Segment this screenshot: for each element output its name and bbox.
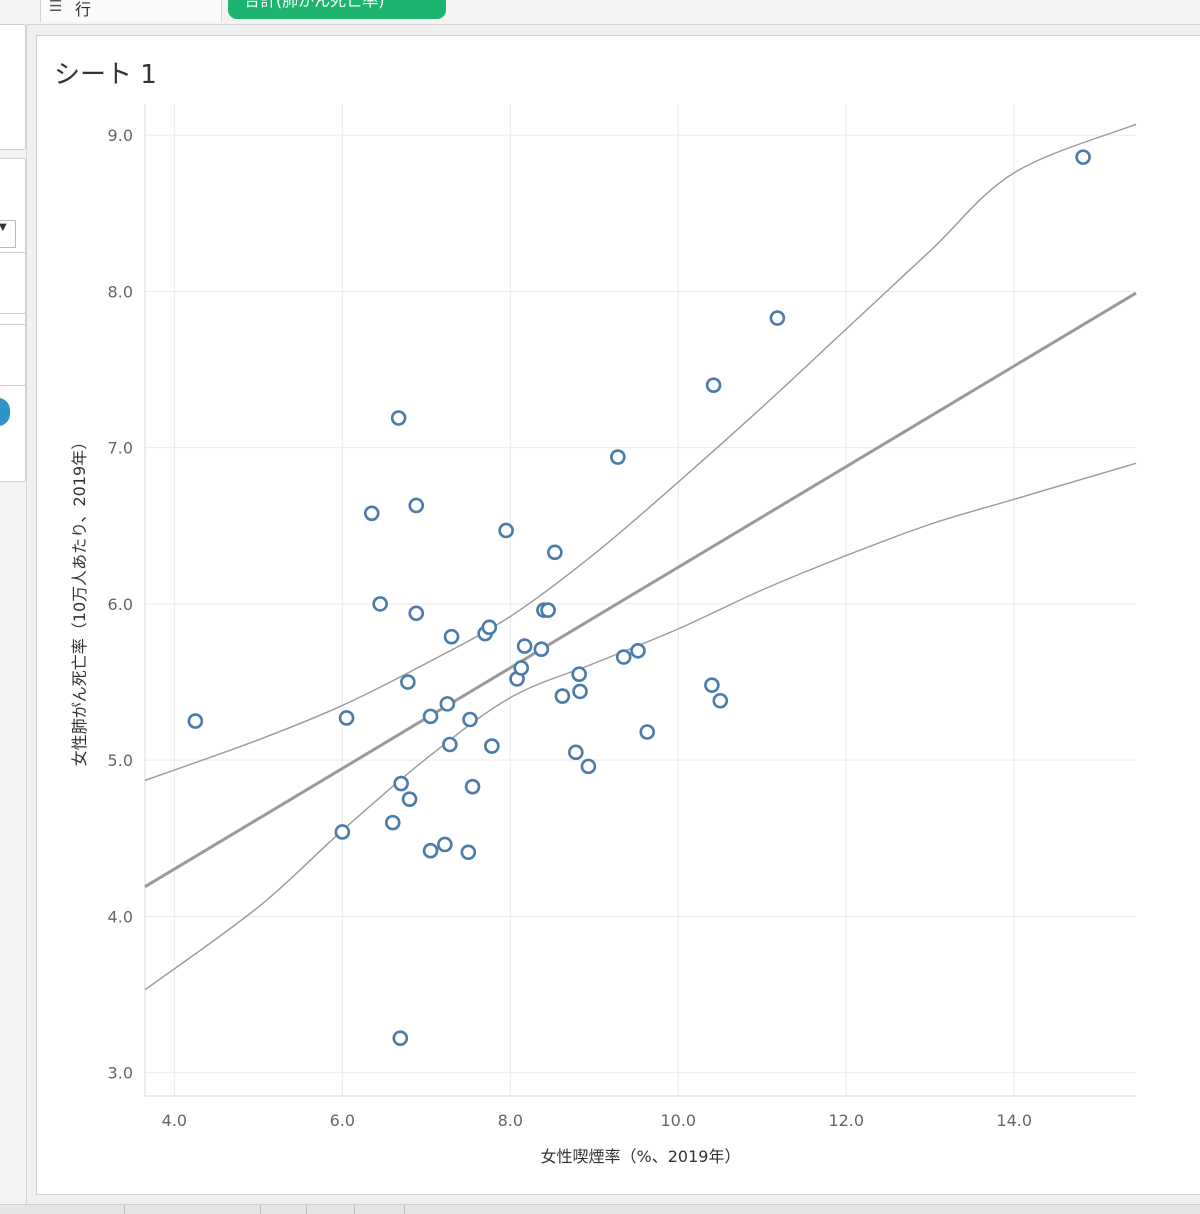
chevron-down-icon: ▼ — [0, 222, 7, 233]
left-panel-button[interactable] — [0, 252, 26, 314]
data-point[interactable] — [704, 677, 720, 693]
data-point[interactable] — [484, 738, 500, 754]
data-point[interactable] — [540, 602, 556, 618]
data-point[interactable] — [580, 758, 597, 775]
data-point[interactable] — [390, 410, 407, 426]
data-point[interactable] — [610, 449, 626, 465]
rows-measure-pill[interactable]: 合計(肺がん死亡率) — [228, 0, 446, 19]
data-point[interactable] — [422, 842, 439, 859]
tab-separator — [354, 1205, 355, 1214]
color-legend-dot[interactable] — [0, 398, 10, 426]
x-tick-label: 6.0 — [330, 1111, 355, 1130]
data-point[interactable] — [439, 696, 456, 712]
rows-list-icon: ☰ — [49, 0, 63, 15]
x-tick-label: 4.0 — [162, 1111, 187, 1130]
data-point[interactable] — [408, 497, 425, 514]
tab-separator — [124, 1205, 125, 1214]
x-tick-label: 8.0 — [498, 1111, 523, 1130]
rows-shelf-label: 行 — [75, 0, 92, 19]
data-point[interactable] — [442, 736, 458, 753]
y-tick-label: 8.0 — [108, 282, 133, 301]
data-point[interactable] — [568, 744, 584, 761]
confidence-band-lines — [144, 123, 1137, 991]
y-tick-label: 3.0 — [108, 1064, 133, 1083]
data-point[interactable] — [464, 778, 481, 795]
data-point[interactable] — [705, 377, 722, 393]
data-point[interactable] — [630, 642, 646, 659]
left-side-panel: ▼ — [0, 24, 27, 1204]
y-tick-label: 6.0 — [108, 595, 133, 614]
shelf-bar: ☰ 行 合計(肺がん死亡率) — [0, 0, 1200, 25]
data-point[interactable] — [334, 824, 351, 840]
data-point[interactable] — [513, 660, 530, 676]
data-point[interactable] — [372, 596, 388, 612]
sheet-title: シート 1 — [54, 60, 157, 90]
data-point[interactable] — [533, 641, 550, 658]
data-points — [187, 149, 1091, 1046]
worksheet-canvas — [36, 35, 1200, 1195]
data-point[interactable] — [401, 791, 418, 807]
left-panel-card — [0, 24, 26, 150]
data-point[interactable] — [392, 1030, 409, 1046]
data-point[interactable] — [338, 710, 355, 726]
y-tick-label: 4.0 — [108, 907, 133, 926]
tab-separator — [260, 1205, 261, 1214]
data-point[interactable] — [572, 683, 588, 700]
sheet-tabs-bar — [0, 1204, 1200, 1214]
left-panel-card-marks — [0, 158, 26, 482]
y-tick-label: 9.0 — [108, 126, 133, 145]
confidence-upper-line — [144, 123, 1137, 782]
trend-line-layer — [144, 291, 1137, 888]
data-point[interactable] — [712, 692, 729, 709]
data-point[interactable] — [1075, 149, 1091, 165]
mark-type-dropdown[interactable]: ▼ — [0, 220, 16, 248]
trend-line — [144, 291, 1137, 888]
y-tick-label: 5.0 — [108, 751, 133, 770]
data-point[interactable] — [571, 666, 587, 683]
data-point[interactable] — [187, 713, 204, 729]
data-point[interactable] — [437, 836, 453, 853]
grid-lines — [144, 104, 1136, 1097]
data-point[interactable] — [422, 708, 439, 725]
data-point[interactable] — [516, 638, 533, 654]
data-point[interactable] — [554, 688, 571, 704]
rows-shelf: ☰ 行 — [40, 0, 222, 22]
x-tick-label: 12.0 — [828, 1111, 864, 1130]
data-point[interactable] — [498, 522, 514, 539]
data-point[interactable] — [393, 775, 409, 792]
data-point[interactable] — [481, 619, 498, 636]
tab-separator — [404, 1205, 405, 1214]
data-point[interactable] — [769, 310, 786, 326]
y-tick-label: 7.0 — [108, 439, 133, 458]
data-point[interactable] — [443, 628, 460, 645]
data-point[interactable] — [384, 814, 401, 831]
data-point[interactable] — [639, 724, 656, 740]
data-point[interactable] — [400, 674, 416, 690]
x-tick-label: 10.0 — [660, 1111, 696, 1130]
data-point[interactable] — [460, 844, 477, 861]
data-point[interactable] — [363, 505, 380, 522]
data-point[interactable] — [615, 649, 632, 665]
axis-ticks: 4.0 6.0 8.0 10.0 12.0 14.0 3.0 4.0 5.0 6.0 7.0 8.0 9… — [108, 126, 1032, 1130]
tab-separator — [306, 1205, 307, 1214]
x-tick-label: 14.0 — [996, 1111, 1032, 1130]
data-point[interactable] — [462, 711, 478, 728]
y-axis-title: 女性肺がん死亡率（10万人あたり、2019年） — [70, 434, 89, 766]
x-axis-title: 女性喫煙率（%、2019年） — [541, 1147, 741, 1166]
data-point[interactable] — [408, 605, 425, 622]
data-point[interactable] — [547, 544, 563, 561]
left-panel-button[interactable] — [0, 324, 26, 386]
